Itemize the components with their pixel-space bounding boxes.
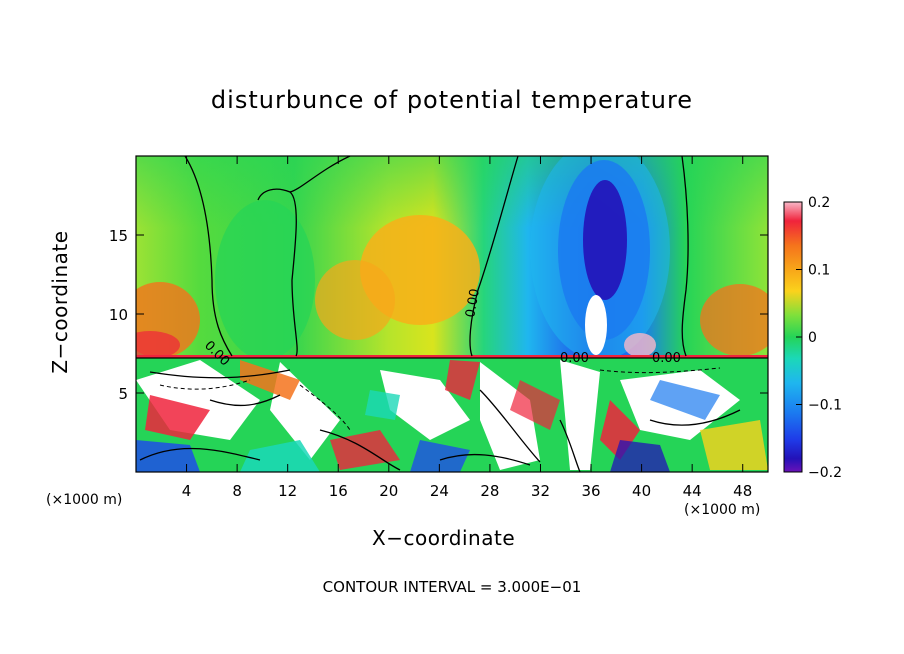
colorbar-tick-label: −0.2 (808, 465, 842, 481)
neutral-blob (215, 200, 315, 360)
white-plume (585, 295, 607, 355)
lower-turbulence (136, 360, 768, 472)
y-tick-label: 10 (109, 306, 128, 324)
contour-interval-note: CONTOUR INTERVAL = 3.000E−01 (322, 578, 582, 596)
contour-lines (136, 156, 768, 472)
colorbar-tick-label: 0.2 (808, 195, 830, 211)
warm-blob (136, 331, 180, 359)
white-plume (624, 333, 656, 357)
cool-blob (583, 180, 627, 300)
x-axis: 4 8 12 16 20 24 28 32 36 40 44 48 (182, 156, 752, 500)
colorbar: 0.2 0.1 0 −0.1 −0.2 (783, 195, 842, 481)
x-tick-label: 4 (182, 482, 192, 500)
colorbar-tick-label: 0 (808, 330, 817, 346)
y-axis: 5 10 15 (109, 227, 768, 403)
colorbar-tick-label: 0.1 (808, 263, 830, 279)
x-tick-label: 48 (733, 482, 752, 500)
contour-lines-negative (159, 367, 721, 431)
warm-blob (700, 284, 768, 356)
x-axis-label: X−coordinate (372, 526, 516, 550)
y-tick-label: 15 (109, 227, 128, 245)
x-tick-label: 12 (278, 482, 297, 500)
heatmap-field (136, 156, 768, 472)
x-unit-label-left: (×1000 m) (46, 492, 123, 508)
y-axis-label: Z−coordinate (48, 230, 72, 374)
x-tick-label: 16 (329, 482, 348, 500)
y-tick-label: 5 (118, 385, 128, 403)
x-tick-label: 32 (531, 482, 550, 500)
colorbar-tick-label: −0.1 (808, 398, 842, 414)
x-unit-label-right: (×1000 m) (684, 502, 761, 518)
contour-label: 0.00 (560, 351, 589, 366)
x-tick-label: 28 (480, 482, 499, 500)
colorbar-ticks: 0.2 0.1 0 −0.1 −0.2 (796, 195, 842, 481)
x-tick-label: 44 (683, 482, 702, 500)
x-tick-label: 20 (379, 482, 398, 500)
x-tick-label: 8 (232, 482, 242, 500)
x-tick-label: 40 (632, 482, 651, 500)
x-tick-label: 24 (430, 482, 449, 500)
contour-label: 0.00 (652, 351, 681, 366)
warm-blob (315, 260, 395, 340)
contour-label: 0.00 (463, 288, 483, 319)
x-tick-label: 36 (581, 482, 600, 500)
inversion-layer (136, 355, 768, 358)
chart-title: disturbunce of potential temperature (210, 86, 694, 114)
